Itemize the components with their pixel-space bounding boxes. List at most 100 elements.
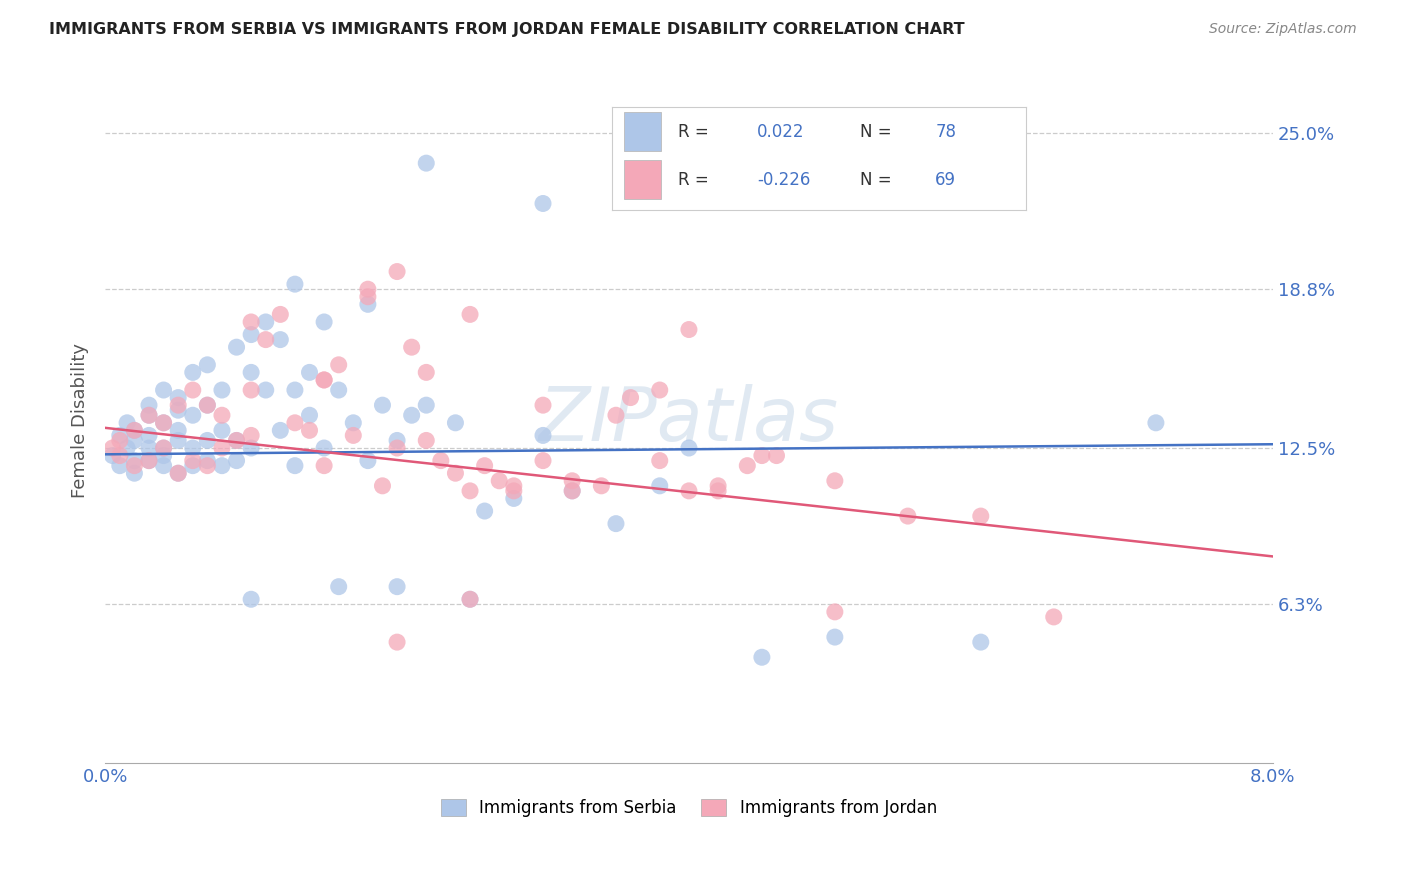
- Point: [1042, 610, 1064, 624]
- Point: [195, 453, 218, 467]
- Legend: Immigrants from Serbia, Immigrants from Jordan: Immigrants from Serbia, Immigrants from …: [434, 792, 943, 823]
- Point: [167, 398, 190, 412]
- Point: [152, 383, 174, 397]
- Point: [314, 373, 336, 387]
- Point: [108, 434, 131, 448]
- Point: [138, 453, 160, 467]
- Point: [328, 383, 350, 397]
- Point: [195, 458, 218, 473]
- Text: N =: N =: [860, 123, 891, 141]
- Point: [240, 592, 263, 607]
- Point: [167, 434, 190, 448]
- Point: [648, 453, 671, 467]
- Point: [357, 290, 380, 304]
- Point: [240, 441, 263, 455]
- Point: [824, 630, 846, 644]
- Point: [824, 605, 846, 619]
- Point: [678, 483, 700, 498]
- Point: [211, 441, 233, 455]
- Point: [531, 398, 554, 412]
- Point: [195, 358, 218, 372]
- Point: [897, 509, 920, 524]
- Point: [138, 398, 160, 412]
- Point: [284, 277, 307, 292]
- Point: [211, 423, 233, 437]
- Point: [502, 479, 524, 493]
- Point: [458, 483, 481, 498]
- Point: [181, 383, 204, 397]
- Point: [444, 416, 467, 430]
- FancyBboxPatch shape: [624, 112, 661, 151]
- Point: [240, 383, 263, 397]
- Point: [254, 315, 277, 329]
- Point: [101, 449, 124, 463]
- Point: [269, 423, 291, 437]
- Point: [458, 592, 481, 607]
- Point: [152, 441, 174, 455]
- Point: [357, 453, 380, 467]
- Point: [371, 398, 394, 412]
- Point: [531, 428, 554, 442]
- Point: [561, 483, 583, 498]
- Point: [138, 428, 160, 442]
- Text: 69: 69: [935, 171, 956, 189]
- Point: [1144, 416, 1167, 430]
- Point: [561, 483, 583, 498]
- Text: R =: R =: [678, 171, 709, 189]
- Point: [357, 297, 380, 311]
- Point: [108, 449, 131, 463]
- Point: [138, 409, 160, 423]
- Point: [108, 458, 131, 473]
- Point: [751, 650, 773, 665]
- Point: [124, 453, 146, 467]
- Point: [167, 391, 190, 405]
- Point: [152, 449, 174, 463]
- Text: 78: 78: [935, 123, 956, 141]
- Point: [138, 441, 160, 455]
- Point: [225, 453, 247, 467]
- Point: [415, 365, 437, 379]
- Point: [269, 307, 291, 321]
- FancyBboxPatch shape: [624, 161, 661, 199]
- Point: [415, 398, 437, 412]
- Point: [342, 428, 364, 442]
- Point: [328, 358, 350, 372]
- Point: [444, 467, 467, 481]
- Text: N =: N =: [860, 171, 891, 189]
- Point: [115, 416, 138, 430]
- Point: [284, 416, 307, 430]
- Point: [648, 383, 671, 397]
- Point: [124, 423, 146, 437]
- Point: [678, 441, 700, 455]
- Point: [195, 398, 218, 412]
- Point: [678, 322, 700, 336]
- Text: R =: R =: [678, 123, 709, 141]
- Point: [970, 509, 993, 524]
- Point: [181, 453, 204, 467]
- Point: [225, 434, 247, 448]
- Point: [124, 423, 146, 437]
- Point: [240, 327, 263, 342]
- Point: [240, 428, 263, 442]
- Point: [342, 416, 364, 430]
- Point: [531, 453, 554, 467]
- Point: [385, 580, 408, 594]
- Point: [314, 458, 336, 473]
- Point: [298, 409, 321, 423]
- Text: 0.022: 0.022: [756, 123, 804, 141]
- Text: ZIPatlas: ZIPatlas: [538, 384, 839, 457]
- Point: [284, 383, 307, 397]
- Point: [211, 458, 233, 473]
- Point: [415, 156, 437, 170]
- Point: [152, 416, 174, 430]
- Point: [619, 391, 641, 405]
- Point: [167, 423, 190, 437]
- Point: [371, 479, 394, 493]
- Point: [152, 416, 174, 430]
- Point: [254, 383, 277, 397]
- Point: [415, 434, 437, 448]
- Point: [488, 474, 510, 488]
- Point: [357, 282, 380, 296]
- Point: [254, 333, 277, 347]
- Text: -0.226: -0.226: [756, 171, 810, 189]
